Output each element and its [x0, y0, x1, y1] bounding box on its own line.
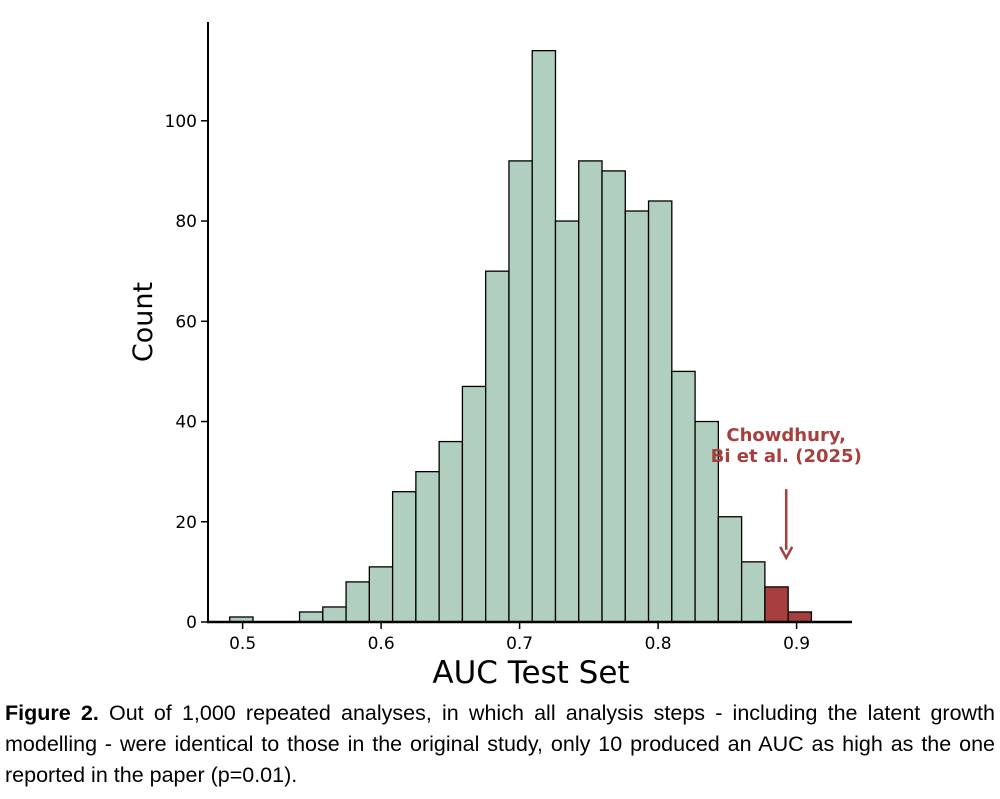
histogram-bar: [508, 160, 533, 623]
caption-text: Out of 1,000 repeated analyses, in which…: [5, 701, 995, 787]
histogram-bar: [647, 200, 673, 623]
histogram-bar: [438, 440, 464, 623]
histogram-bar: [740, 561, 766, 623]
annotation-text-line: Chowdhury,: [726, 425, 846, 446]
highlight-bar: [787, 611, 813, 623]
histogram-bar: [391, 491, 417, 623]
y-tick-label: 60: [175, 312, 197, 332]
x-tick-label: 0.8: [645, 634, 672, 654]
histogram-chart: 0 20 40 60 80 100 0.5 0.6 0.7 0.8 0.9 Count AUC T…: [128, 22, 862, 691]
histogram-bar: [624, 210, 650, 623]
histogram-bar: [531, 49, 557, 623]
x-axis-title: AUC Test Set: [432, 655, 629, 691]
histogram-bar: [345, 581, 370, 623]
histogram-bar: [322, 606, 347, 623]
y-tick-label: 20: [175, 513, 197, 533]
histogram-bar: [671, 370, 696, 623]
annotation-arrow-head: [779, 546, 794, 561]
y-axis-title: Count: [128, 282, 159, 362]
bars-layer: [229, 49, 813, 623]
histogram-bar: [717, 516, 743, 623]
highlight-bar: [764, 586, 789, 623]
y-tick-label: 100: [165, 112, 197, 132]
x-tick-label: 0.5: [229, 634, 256, 654]
axes-layer: [207, 22, 852, 624]
histogram-bar: [461, 385, 487, 623]
histogram-bar: [298, 611, 324, 623]
x-ticks: 0.5 0.6 0.7 0.8 0.9: [229, 622, 810, 654]
x-tick-label: 0.9: [783, 634, 810, 654]
annotation-text-line: Bi et al. (2025): [711, 446, 862, 467]
y-ticks: 0 20 40 60 80 100: [165, 112, 208, 633]
histogram-bar: [485, 270, 510, 623]
y-tick-label: 40: [175, 413, 197, 433]
x-tick-label: 0.6: [368, 634, 395, 654]
histogram-bar: [578, 160, 603, 623]
caption-label: Figure 2.: [5, 701, 99, 725]
annotation: Chowdhury,Bi et al. (2025): [711, 425, 862, 561]
figure-caption: Figure 2. Out of 1,000 repeated analyses…: [5, 698, 995, 791]
histogram-bar: [415, 470, 440, 623]
histogram-bar: [601, 170, 626, 623]
y-tick-label: 80: [175, 212, 197, 232]
histogram-bar: [554, 220, 580, 623]
histogram-bar: [368, 566, 394, 623]
x-tick-label: 0.7: [506, 634, 533, 654]
y-tick-label: 0: [186, 613, 197, 633]
